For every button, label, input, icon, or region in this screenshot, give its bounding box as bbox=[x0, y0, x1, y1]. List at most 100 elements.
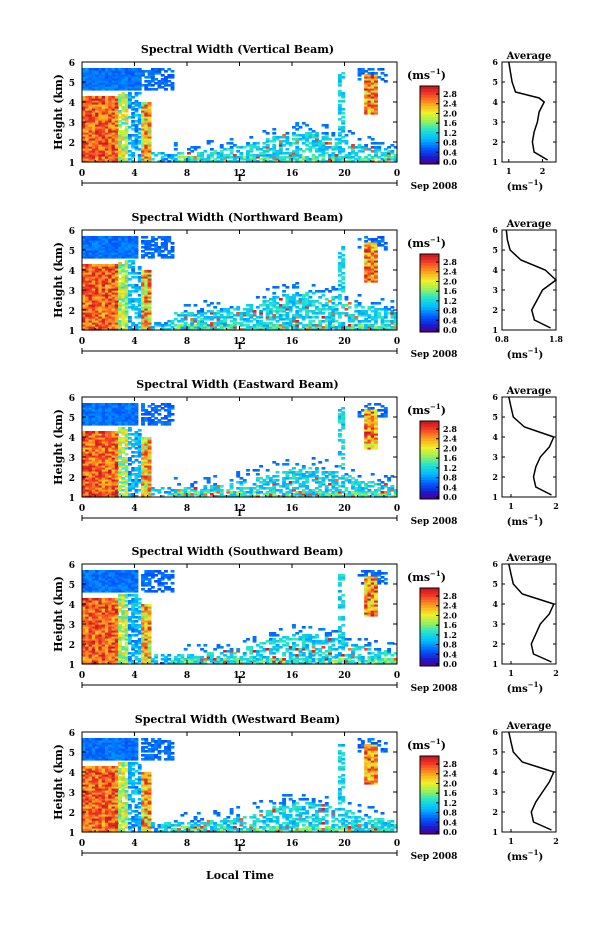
heatmap-cell bbox=[367, 74, 372, 77]
heatmap-cell bbox=[252, 483, 257, 486]
heatmap-cell bbox=[200, 160, 205, 163]
heatmap-cell bbox=[144, 108, 149, 111]
heatmap-cell bbox=[85, 441, 90, 444]
heatmap-cell bbox=[118, 487, 122, 490]
heatmap-cell bbox=[203, 328, 208, 331]
heatmap-cell bbox=[85, 102, 90, 105]
heatmap-cell bbox=[88, 481, 93, 484]
heatmap-cell bbox=[144, 453, 149, 456]
heatmap-cell bbox=[242, 479, 247, 482]
heatmap-cell bbox=[114, 114, 119, 117]
heatmap-cell bbox=[364, 310, 369, 313]
heatmap-cell bbox=[147, 138, 152, 141]
heatmap-cell bbox=[380, 298, 385, 301]
heatmap-cell bbox=[111, 146, 116, 149]
heatmap-cell bbox=[150, 72, 155, 75]
heatmap-cell bbox=[108, 459, 113, 462]
heatmap-cell bbox=[213, 491, 218, 494]
heatmap-cell bbox=[170, 242, 175, 245]
heatmap-cell bbox=[298, 475, 303, 478]
heatmap-cell bbox=[141, 493, 145, 496]
heatmap-cell bbox=[308, 326, 313, 329]
heatmap-cell bbox=[137, 86, 142, 89]
heatmap-cell bbox=[101, 122, 106, 125]
heatmap-cell bbox=[101, 82, 106, 85]
heatmap-cell bbox=[85, 278, 90, 281]
heatmap-cell bbox=[328, 308, 332, 311]
heatmap-cell bbox=[387, 493, 392, 496]
heatmap-cell bbox=[127, 254, 132, 257]
heatmap-cell bbox=[121, 477, 126, 480]
heatmap-cell bbox=[114, 146, 119, 149]
heatmap-cell bbox=[137, 435, 142, 438]
heatmap-cell bbox=[121, 320, 126, 323]
heatmap-cell bbox=[114, 98, 119, 101]
heatmap-cell bbox=[364, 112, 369, 115]
heatmap-cell bbox=[108, 447, 113, 450]
heatmap-cell bbox=[305, 475, 310, 478]
heatmap-cell bbox=[82, 300, 86, 303]
heatmap-cell bbox=[203, 322, 208, 325]
heatmap-cell bbox=[377, 236, 382, 239]
heatmap-cell bbox=[95, 120, 100, 123]
heatmap-cell bbox=[91, 419, 96, 422]
heatmap-cell bbox=[82, 154, 86, 157]
heatmap-cell bbox=[213, 487, 218, 490]
heatmap-cell bbox=[111, 154, 116, 157]
average-y-tick-label: 1 bbox=[492, 325, 498, 335]
heatmap-cell bbox=[131, 68, 136, 71]
heatmap-cell bbox=[104, 68, 109, 71]
heatmap-cell bbox=[98, 146, 103, 149]
heatmap-cell bbox=[91, 100, 96, 103]
heatmap-cell bbox=[98, 300, 103, 303]
heatmap-cell bbox=[367, 435, 372, 438]
heatmap-cell bbox=[134, 473, 139, 476]
heatmap-cell bbox=[249, 160, 254, 163]
heatmap-cell bbox=[236, 471, 241, 474]
heatmap-cell bbox=[91, 447, 96, 450]
heatmap-cell bbox=[98, 471, 103, 474]
heatmap-cell bbox=[370, 443, 375, 446]
heatmap-cell bbox=[314, 158, 319, 161]
heatmap-cell bbox=[393, 493, 398, 496]
heatmap-cell bbox=[95, 82, 100, 85]
heatmap-cell bbox=[272, 316, 277, 319]
heatmap-cell bbox=[88, 441, 93, 444]
heatmap-cell bbox=[147, 405, 152, 408]
heatmap-cell bbox=[213, 150, 218, 153]
heatmap-cell bbox=[85, 318, 90, 321]
heatmap-cell bbox=[85, 272, 90, 275]
heatmap-cell bbox=[147, 294, 152, 297]
heatmap-cell bbox=[91, 278, 96, 281]
heatmap-cell bbox=[331, 493, 336, 496]
heatmap-cell bbox=[121, 152, 126, 155]
heatmap-cell bbox=[118, 80, 122, 83]
heatmap-cell bbox=[380, 318, 385, 321]
heatmap-cell bbox=[121, 102, 126, 105]
heatmap-cell bbox=[311, 142, 316, 145]
heatmap-cell bbox=[104, 421, 109, 424]
heatmap-cell bbox=[285, 152, 290, 155]
heatmap-cell bbox=[101, 68, 106, 71]
heatmap-cell bbox=[374, 100, 378, 103]
heatmap-cell bbox=[95, 266, 100, 269]
heatmap-cell bbox=[144, 457, 149, 460]
heatmap-cell bbox=[262, 324, 267, 327]
heatmap-cell bbox=[114, 76, 119, 79]
colorbar-segment bbox=[420, 127, 439, 132]
heatmap-cell bbox=[137, 433, 142, 436]
heatmap-cell bbox=[121, 473, 126, 476]
heatmap-cell bbox=[154, 242, 159, 245]
heatmap-cell bbox=[134, 433, 139, 436]
heatmap-cell bbox=[88, 322, 93, 325]
heatmap-cell bbox=[259, 158, 264, 161]
heatmap-cell bbox=[121, 264, 126, 267]
heatmap-cell bbox=[121, 447, 126, 450]
heatmap-cell bbox=[367, 244, 372, 247]
heatmap-cell bbox=[226, 310, 231, 313]
heatmap-cell bbox=[127, 485, 132, 488]
heatmap-cell bbox=[259, 477, 264, 480]
heatmap-cell bbox=[229, 493, 234, 496]
heatmap-cell bbox=[232, 495, 237, 498]
heatmap-cell bbox=[131, 74, 136, 77]
